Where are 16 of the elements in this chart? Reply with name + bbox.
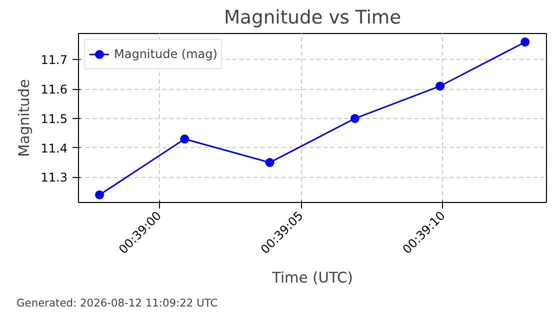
legend-label: Magnitude (mag)	[114, 47, 218, 61]
point	[95, 190, 104, 200]
y-tick-label: 11.7	[40, 53, 68, 68]
y-tick-label: 11.3	[40, 170, 68, 185]
point	[350, 114, 360, 123]
y-tick-label: 11.5	[40, 112, 68, 126]
point	[436, 82, 445, 91]
point	[180, 134, 190, 144]
text: Generated: 2026-08-12 11:09:22 UTC	[16, 296, 218, 310]
point	[520, 38, 530, 47]
y-tick-label: 11.4	[40, 141, 68, 156]
y-axis-title: Magnitude	[16, 79, 33, 157]
chart-title: Magnitude vs Time	[224, 8, 402, 28]
x-axis-title: Time (UTC)	[270, 270, 354, 287]
point	[265, 158, 274, 168]
y-tick-label: 11.6	[40, 82, 68, 97]
